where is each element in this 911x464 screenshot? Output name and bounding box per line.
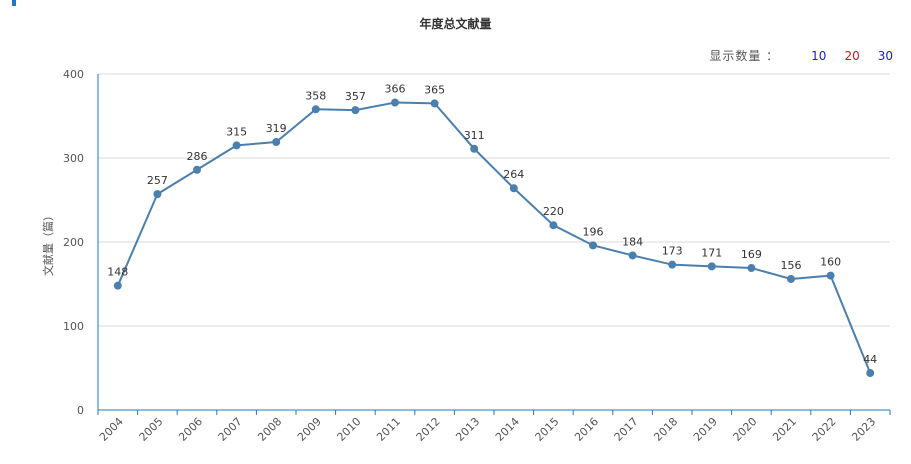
- x-tick-label: 2005: [137, 415, 166, 444]
- data-label: 286: [187, 150, 208, 163]
- y-tick-label: 200: [63, 236, 84, 249]
- data-point: [232, 141, 241, 150]
- x-tick-label: 2009: [295, 415, 324, 444]
- x-tick-label: 2013: [453, 415, 482, 444]
- x-tick-label: 2007: [216, 415, 245, 444]
- display-count-label: 显示数量 ：: [709, 49, 780, 63]
- x-tick-label: 2004: [97, 415, 126, 444]
- data-label: 315: [226, 125, 247, 138]
- data-label: 169: [741, 248, 762, 261]
- data-point: [113, 281, 122, 290]
- data-point: [668, 260, 677, 269]
- series-line: [116, 101, 872, 374]
- data-point: [272, 138, 281, 147]
- x-tick-label: 2006: [176, 415, 205, 444]
- data-point: [866, 369, 875, 378]
- x-tick-label: 2019: [691, 415, 720, 444]
- data-label: 357: [345, 90, 366, 103]
- data-label: 156: [781, 259, 802, 272]
- data-point: [351, 106, 360, 115]
- data-point: [470, 144, 479, 153]
- y-tick-label: 0: [77, 404, 84, 417]
- data-point: [707, 262, 716, 271]
- data-label: 171: [701, 246, 722, 259]
- data-point: [549, 221, 558, 230]
- data-point: [826, 271, 835, 280]
- corner-accent: [12, 0, 16, 6]
- x-tick-label: 2018: [651, 415, 680, 444]
- x-tick-label: 2016: [572, 415, 601, 444]
- data-point: [589, 241, 597, 250]
- data-label: 257: [147, 174, 168, 187]
- data-point: [193, 165, 201, 174]
- data-label: 148: [107, 266, 128, 279]
- data-label: 196: [583, 225, 604, 238]
- y-tick-label: 400: [63, 68, 84, 81]
- data-label: 358: [305, 89, 326, 102]
- x-tick-label: 2021: [770, 415, 799, 444]
- y-tick-label: 100: [63, 320, 84, 333]
- count-option-20[interactable]: 20: [844, 48, 860, 63]
- series: 148 257 286 315 319 358 357 366 365 311 264 220 196 1…: [107, 83, 877, 378]
- data-label: 220: [543, 205, 564, 218]
- data-label: 44: [863, 353, 877, 366]
- x-tick-label: 2012: [414, 415, 443, 444]
- data-point: [391, 98, 399, 107]
- axes: 0 100 200 300 400 2004 2005 2006 2007 2008 2009 201…: [63, 68, 891, 444]
- data-point: [747, 264, 756, 273]
- data-label: 264: [503, 168, 524, 181]
- data-point: [787, 274, 795, 283]
- x-tick-label: 2017: [612, 415, 641, 444]
- x-tick-label: 2010: [335, 415, 364, 444]
- data-label: 173: [662, 245, 683, 258]
- display-count-selector: 显示数量 ： 10 20 30: [709, 47, 893, 64]
- x-tick-label: 2023: [849, 415, 878, 444]
- data-label: 365: [424, 83, 445, 96]
- data-point: [311, 105, 320, 114]
- data-point: [509, 184, 518, 193]
- count-option-10[interactable]: 10: [811, 48, 827, 63]
- y-axis-title: 文献量（篇）: [41, 210, 55, 276]
- x-tick-label: 2011: [374, 415, 403, 444]
- x-tick-label: 2008: [255, 415, 284, 444]
- x-tick-label: 2014: [493, 415, 522, 444]
- data-point: [628, 251, 637, 260]
- x-tick-label: 2020: [731, 415, 760, 444]
- data-label: 366: [385, 83, 406, 96]
- gridlines: [98, 73, 890, 327]
- y-tick-label: 300: [63, 152, 84, 165]
- data-point: [153, 190, 162, 199]
- count-option-30[interactable]: 30: [877, 48, 893, 63]
- x-tick-label: 2022: [810, 415, 839, 444]
- x-tick-label: 2015: [533, 415, 562, 444]
- data-label: 184: [622, 235, 643, 248]
- data-label: 319: [266, 122, 287, 135]
- data-label: 160: [820, 256, 841, 269]
- chart-title: 年度总文献量: [419, 17, 492, 31]
- data-point: [430, 99, 439, 108]
- data-label: 311: [464, 129, 485, 142]
